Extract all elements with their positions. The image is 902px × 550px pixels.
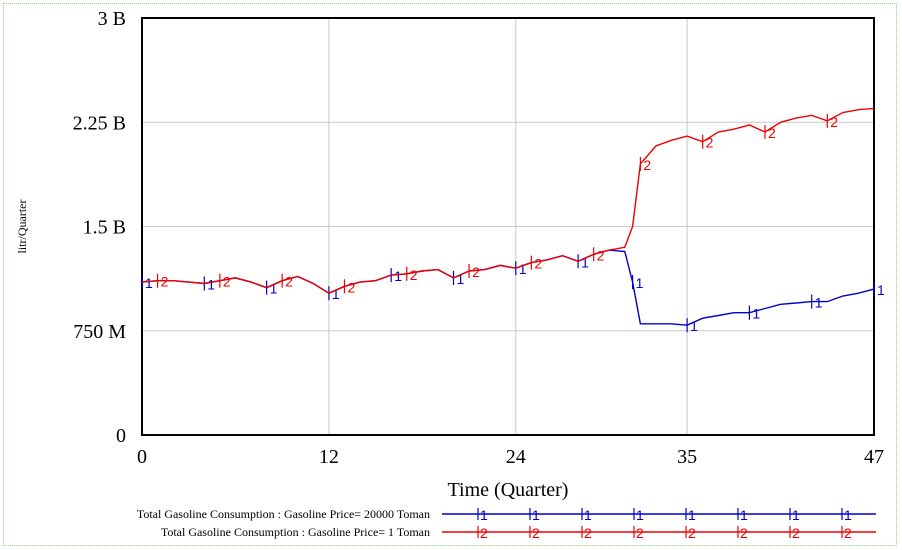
series-marker-label: 2 [161,274,169,290]
legend-marker-label: 1 [844,507,852,523]
series-marker-label: 1 [581,254,589,270]
y-tick-label: 750 M [73,321,126,343]
legend-marker-label: 2 [584,525,592,541]
y-axis-title: litr/Quarter [15,200,29,254]
series-marker-label: 1 [145,275,153,291]
legend-marker-label: 1 [584,507,592,523]
series-marker-label: 2 [534,256,542,272]
x-tick-label: 35 [677,446,697,468]
legend-marker-label: 2 [844,525,852,541]
y-tick-label: 2.25 B [73,112,126,134]
legend-marker-label: 2 [480,525,488,541]
y-tick-label: 0 [116,425,126,447]
legend-marker-label: 1 [532,507,540,523]
y-axis: 0 750 M 1.5 B 2.25 B 3 B [73,8,127,447]
series-marker-label: 2 [830,114,838,130]
x-tick-label: 47 [864,446,884,468]
x-axis: 0 12 24 35 47 [137,446,884,468]
series-marker-label: 1 [394,268,402,284]
series-marker-label: 2 [768,125,776,141]
legend-marker-label: 1 [636,507,644,523]
legend-marker-label: 1 [688,507,696,523]
legend-marker-label: 2 [792,525,800,541]
series-marker-label: 1 [877,282,885,298]
series-marker-label: 1 [690,318,698,334]
x-tick-label: 0 [137,446,147,468]
series-marker-label: 1 [636,275,644,291]
legend-entry-label: Total Gasoline Consumption : Gasoline Pr… [161,525,430,539]
plot-area [141,17,875,436]
series-marker-label: 2 [643,157,651,173]
x-tick-label: 24 [506,446,526,468]
series-marker-label: 2 [706,135,714,151]
legend-marker-label: 2 [636,525,644,541]
legend-marker-label: 2 [740,525,748,541]
series-marker-label: 1 [815,295,823,311]
series-marker-label: 1 [332,286,340,302]
series-line-1 [141,249,875,326]
legend-marker-label: 1 [740,507,748,523]
series-marker-label: 2 [347,279,355,295]
y-tick-label: 1.5 B [83,217,126,239]
legend-marker-label: 2 [688,525,696,541]
series-marker-label: 1 [519,261,527,277]
legend-entry-label: Total Gasoline Consumption : Gasoline Pr… [137,507,430,521]
y-tick-label: 3 B [98,8,126,30]
series-line-2 [141,107,875,294]
legend: Total Gasoline Consumption : Gasoline Pr… [137,507,876,541]
series-marker-label: 1 [270,281,278,297]
grid [142,18,874,435]
legend-marker-label: 1 [792,507,800,523]
chart-frame [3,3,897,546]
series-marker-label: 1 [207,276,215,292]
series-marker-label: 2 [285,274,293,290]
series-marker-label: 1 [456,271,464,287]
x-tick-label: 12 [319,446,339,468]
legend-marker-label: 2 [532,525,540,541]
series-marker-label: 2 [223,274,231,290]
legend-marker-label: 1 [480,507,488,523]
x-axis-title: Time (Quarter) [448,479,569,501]
series-marker-label: 2 [472,264,480,280]
series-marker-label: 2 [410,267,418,283]
series-marker-label: 2 [597,247,605,263]
series-marker-label: 1 [752,306,760,322]
